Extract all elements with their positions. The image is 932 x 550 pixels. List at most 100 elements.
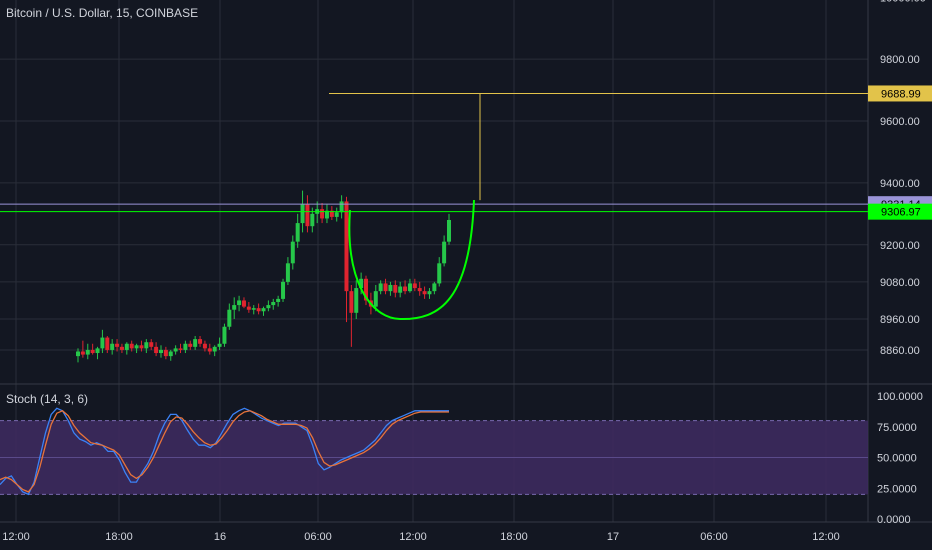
price-label-box — [868, 85, 932, 102]
candle-body — [285, 263, 290, 282]
time-tick-label: 12:00 — [399, 531, 427, 543]
candle-body — [310, 213, 315, 227]
candle-body — [359, 278, 364, 289]
candle-body — [241, 300, 246, 307]
price-label-text: 9688.99 — [881, 88, 921, 100]
candle-body — [393, 284, 398, 293]
candle-body — [183, 343, 188, 350]
candle-body — [110, 343, 115, 350]
candle-body — [222, 326, 227, 344]
candle-body — [354, 288, 359, 313]
candle-body — [276, 298, 281, 302]
candle-body — [105, 337, 110, 350]
time-tick-label: 17 — [607, 531, 619, 543]
candle-body — [188, 343, 193, 347]
candle-body — [295, 223, 300, 242]
price-tick-label: 9080.00 — [880, 277, 920, 289]
price-tick-label: 9400.00 — [880, 178, 920, 190]
candle-body — [85, 349, 90, 355]
candle-body — [193, 339, 198, 347]
candle-body — [119, 346, 124, 350]
candle-body — [217, 343, 222, 347]
candle-body — [237, 300, 242, 306]
candle-body — [427, 291, 432, 295]
price-tick-label: 8960.00 — [880, 314, 920, 326]
candle-body — [173, 348, 178, 352]
candle-body — [281, 281, 286, 299]
candle-body — [168, 351, 173, 357]
candle-body — [422, 291, 427, 295]
candle-body — [334, 212, 339, 217]
candle-body — [124, 343, 129, 350]
candle-body — [432, 283, 437, 292]
time-tick-label: 06:00 — [700, 531, 728, 543]
candle-body — [158, 349, 163, 354]
candle-body — [417, 288, 422, 292]
candle-body — [227, 309, 232, 327]
candle-body — [178, 348, 183, 350]
candle-body — [378, 283, 383, 292]
stoch-tick-label: 25.0000 — [877, 483, 917, 495]
stoch-tick-label: 50.0000 — [877, 453, 917, 465]
candle-body — [154, 346, 159, 354]
candle-body — [80, 351, 85, 355]
candle-body — [447, 220, 451, 242]
candle-body — [163, 349, 168, 357]
candle-body — [198, 339, 203, 344]
candle-body — [266, 305, 271, 309]
candle-body — [134, 345, 139, 349]
price-tick-label: 10000.00 — [880, 0, 926, 4]
candle-body — [246, 306, 251, 310]
time-tick-label: 16 — [214, 531, 226, 543]
candle-body — [212, 346, 217, 352]
candle-body — [437, 263, 442, 284]
candle-body — [349, 291, 354, 313]
time-tick-label: 06:00 — [304, 531, 332, 543]
candle-body — [364, 278, 369, 301]
price-label-box — [868, 203, 932, 220]
price-tick-label: 9600.00 — [880, 116, 920, 128]
candle-body — [139, 345, 144, 349]
time-tick-label: 18:00 — [105, 531, 133, 543]
candle-body — [261, 308, 266, 312]
time-tick-label: 12:00 — [812, 531, 840, 543]
candle-body — [398, 286, 403, 293]
stoch-tick-label: 100.0000 — [877, 391, 923, 403]
candle-body — [149, 342, 154, 347]
candle-body — [412, 283, 417, 289]
candle-body — [100, 337, 105, 349]
candle-body — [129, 343, 134, 349]
time-tick-label: 18:00 — [500, 531, 528, 543]
candle-body — [251, 308, 256, 310]
candle-body — [90, 349, 95, 354]
candle-body — [290, 241, 295, 264]
candle-body — [207, 348, 212, 352]
candle-body — [442, 241, 447, 264]
candle-body — [300, 204, 305, 224]
candle-body — [256, 308, 261, 312]
candle-body — [407, 283, 412, 292]
price-tick-label: 9200.00 — [880, 240, 920, 252]
candle-body — [403, 286, 408, 292]
price-tick-label: 8860.00 — [880, 345, 920, 357]
candle-body — [344, 201, 349, 292]
stoch-tick-label: 0.0000 — [877, 514, 911, 526]
candle-body — [339, 201, 344, 213]
price-tick-label: 9800.00 — [880, 54, 920, 66]
candle-body — [76, 351, 80, 357]
candle-body — [144, 342, 149, 349]
candle-body — [202, 343, 207, 349]
candle-body — [329, 210, 334, 217]
time-tick-label: 12:00 — [2, 531, 30, 543]
candle-body — [388, 284, 393, 292]
candle-body — [320, 209, 325, 219]
candle-body — [95, 348, 100, 354]
candle-body — [271, 301, 276, 306]
stoch-d-line — [0, 410, 449, 493]
candle-body — [115, 343, 120, 347]
stoch-k-line — [0, 407, 449, 496]
candle-body — [305, 204, 310, 227]
cup-curve — [348, 199, 475, 321]
price-label-text: 9306.97 — [881, 207, 921, 219]
